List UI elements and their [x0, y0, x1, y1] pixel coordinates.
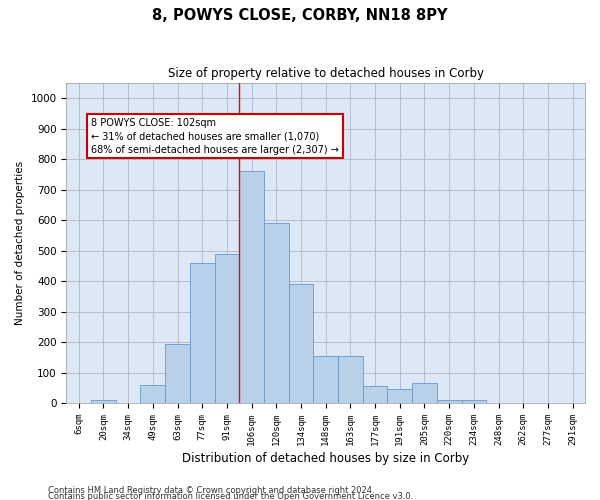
- Title: Size of property relative to detached houses in Corby: Size of property relative to detached ho…: [168, 68, 484, 80]
- Bar: [388, 390, 412, 403]
- Bar: [190, 263, 215, 403]
- Bar: [140, 385, 165, 403]
- Bar: [437, 400, 461, 403]
- Bar: [338, 356, 363, 403]
- Bar: [91, 400, 116, 403]
- Bar: [412, 384, 437, 403]
- Y-axis label: Number of detached properties: Number of detached properties: [15, 161, 25, 325]
- Bar: [289, 284, 313, 403]
- Text: 8 POWYS CLOSE: 102sqm
← 31% of detached houses are smaller (1,070)
68% of semi-d: 8 POWYS CLOSE: 102sqm ← 31% of detached …: [91, 118, 339, 154]
- X-axis label: Distribution of detached houses by size in Corby: Distribution of detached houses by size …: [182, 452, 469, 465]
- Text: Contains public sector information licensed under the Open Government Licence v3: Contains public sector information licen…: [48, 492, 413, 500]
- Bar: [313, 356, 338, 403]
- Bar: [264, 224, 289, 403]
- Bar: [461, 400, 486, 403]
- Bar: [363, 386, 388, 403]
- Text: Contains HM Land Registry data © Crown copyright and database right 2024.: Contains HM Land Registry data © Crown c…: [48, 486, 374, 495]
- Bar: [215, 254, 239, 403]
- Text: 8, POWYS CLOSE, CORBY, NN18 8PY: 8, POWYS CLOSE, CORBY, NN18 8PY: [152, 8, 448, 22]
- Bar: [239, 172, 264, 403]
- Bar: [165, 344, 190, 403]
